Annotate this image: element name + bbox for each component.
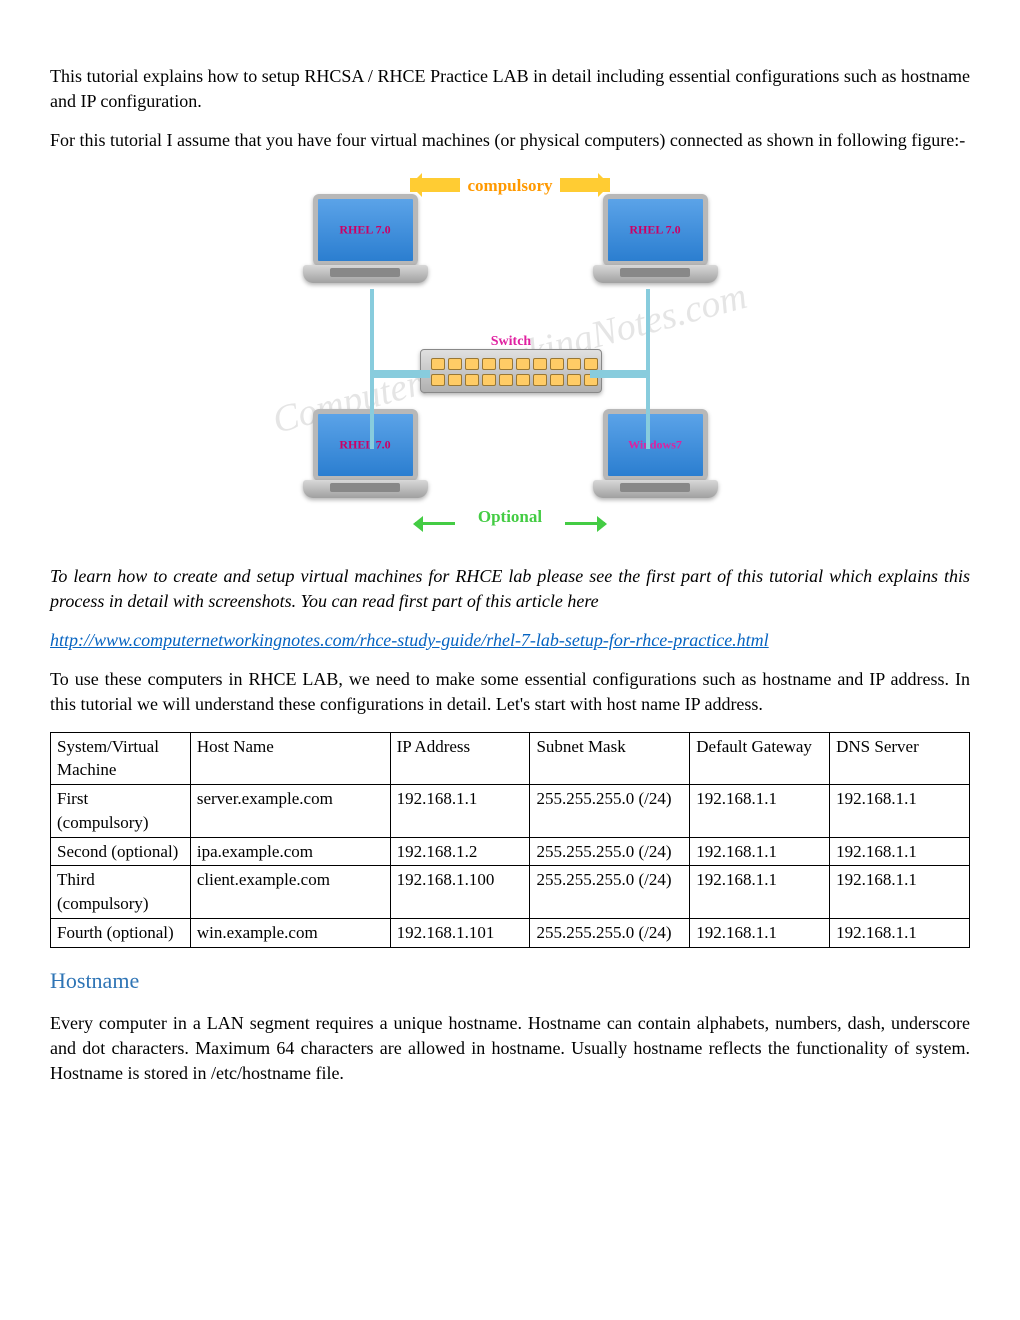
cable-br-h xyxy=(590,374,650,378)
cell: Third (compulsory) xyxy=(51,866,191,919)
config-table: System/Virtual Machine Host Name IP Addr… xyxy=(50,732,970,948)
paragraph-intro: This tutorial explains how to setup RHCS… xyxy=(50,64,970,114)
laptop-bottom-left: RHEL 7.0 xyxy=(300,409,430,509)
th-ip: IP Address xyxy=(390,732,530,785)
cell: 192.168.1.2 xyxy=(390,837,530,866)
th-hostname: Host Name xyxy=(190,732,390,785)
cell: 255.255.255.0 (/24) xyxy=(530,866,690,919)
cell: 255.255.255.0 (/24) xyxy=(530,919,690,948)
cell: First (compulsory) xyxy=(51,785,191,838)
cell: 192.168.1.1 xyxy=(830,837,970,866)
paragraph-config: To use these computers in RHCE LAB, we n… xyxy=(50,667,970,717)
th-dns: DNS Server xyxy=(830,732,970,785)
optional-label: Optional xyxy=(478,505,542,529)
tutorial-link[interactable]: http://www.computernetworkingnotes.com/r… xyxy=(50,630,769,650)
cell: 192.168.1.1 xyxy=(690,919,830,948)
th-subnet: Subnet Mask xyxy=(530,732,690,785)
network-diagram: ComputerNetworkingNotes.com compulsory R… xyxy=(280,174,740,544)
cell: server.example.com xyxy=(190,785,390,838)
paragraph-hostname: Every computer in a LAN segment requires… xyxy=(50,1011,970,1087)
th-gateway: Default Gateway xyxy=(690,732,830,785)
cell: 255.255.255.0 (/24) xyxy=(530,837,690,866)
laptop-bl-label: RHEL 7.0 xyxy=(339,436,390,453)
cable-br-v xyxy=(646,374,650,449)
network-switch: Switch xyxy=(420,349,602,393)
laptop-br-label: Windows7 xyxy=(628,436,682,453)
cable-tr-v xyxy=(646,289,650,374)
laptop-tr-label: RHEL 7.0 xyxy=(629,221,680,238)
cell: 192.168.1.1 xyxy=(690,866,830,919)
arrow-optional-right xyxy=(565,522,605,525)
cell: 192.168.1.1 xyxy=(830,785,970,838)
cell: 192.168.1.1 xyxy=(830,919,970,948)
cell: 192.168.1.101 xyxy=(390,919,530,948)
cable-bl-h xyxy=(370,374,430,378)
cell: Fourth (optional) xyxy=(51,919,191,948)
table-header-row: System/Virtual Machine Host Name IP Addr… xyxy=(51,732,970,785)
laptop-bottom-right: Windows7 xyxy=(590,409,720,509)
hostname-heading: Hostname xyxy=(50,966,970,997)
cell: 192.168.1.1 xyxy=(830,866,970,919)
arrow-optional-left xyxy=(415,522,455,525)
cable-bl-v xyxy=(370,374,374,449)
table-row: Second (optional) ipa.example.com 192.16… xyxy=(51,837,970,866)
switch-label: Switch xyxy=(491,332,531,352)
table-row: Fourth (optional) win.example.com 192.16… xyxy=(51,919,970,948)
cell: client.example.com xyxy=(190,866,390,919)
arrow-compulsory-right xyxy=(560,178,610,192)
table-row: First (compulsory) server.example.com 19… xyxy=(51,785,970,838)
cell: win.example.com xyxy=(190,919,390,948)
cell: 255.255.255.0 (/24) xyxy=(530,785,690,838)
cable-tl-v xyxy=(370,289,374,374)
cell: 192.168.1.1 xyxy=(690,837,830,866)
cell: ipa.example.com xyxy=(190,837,390,866)
paragraph-assume: For this tutorial I assume that you have… xyxy=(50,128,970,153)
cell: 192.168.1.100 xyxy=(390,866,530,919)
th-system: System/Virtual Machine xyxy=(51,732,191,785)
arrow-compulsory-left xyxy=(410,178,460,192)
cell: 192.168.1.1 xyxy=(390,785,530,838)
table-row: Third (compulsory) client.example.com 19… xyxy=(51,866,970,919)
compulsory-label: compulsory xyxy=(468,174,553,198)
laptop-top-left: RHEL 7.0 xyxy=(300,194,430,294)
paragraph-learn: To learn how to create and setup virtual… xyxy=(50,564,970,614)
cell: Second (optional) xyxy=(51,837,191,866)
laptop-top-right: RHEL 7.0 xyxy=(590,194,720,294)
cell: 192.168.1.1 xyxy=(690,785,830,838)
laptop-tl-label: RHEL 7.0 xyxy=(339,221,390,238)
